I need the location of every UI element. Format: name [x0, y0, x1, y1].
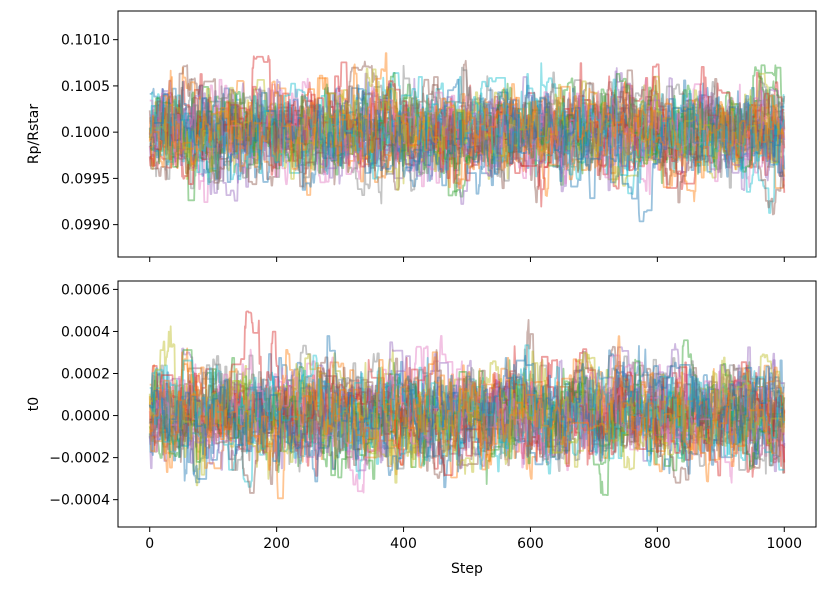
- walker-trace-line: [148, 325, 786, 484]
- walker-trace-line: [149, 85, 785, 200]
- walker-trace-line: [149, 360, 786, 485]
- walker-trace-line: [149, 81, 785, 223]
- y-tick-label: 0.0990: [61, 218, 110, 234]
- walker-trace-line: [148, 78, 785, 185]
- walker-trace-line: [148, 341, 786, 473]
- walker-trace-line: [149, 356, 786, 478]
- x-axis-label: Step: [451, 561, 483, 577]
- walker-traces: [148, 52, 786, 223]
- walker-trace-line: [149, 310, 786, 477]
- y-axis-label: t0: [26, 397, 42, 411]
- walker-trace-line: [148, 345, 785, 484]
- walker-trace-line: [149, 71, 785, 197]
- walker-trace-line: [149, 52, 785, 203]
- walker-trace-line: [149, 335, 786, 483]
- walker-trace-line: [148, 357, 785, 497]
- walker-trace-line: [148, 66, 786, 197]
- walker-trace-line: [148, 64, 785, 198]
- walker-trace-line: [148, 74, 786, 196]
- walker-trace-line: [149, 61, 785, 190]
- walker-trace-line: [148, 359, 785, 480]
- walker-trace-line: [148, 60, 785, 204]
- walker-trace-line: [149, 346, 785, 472]
- walker-trace-line: [148, 70, 785, 205]
- walker-trace-line: [149, 78, 785, 183]
- walker-trace-line: [149, 353, 785, 489]
- walker-trace-line: [148, 84, 785, 181]
- y-tick-label: 0.1010: [61, 33, 110, 49]
- y-tick-label: 0.0995: [61, 171, 110, 187]
- walker-trace-line: [148, 349, 786, 476]
- t0-panel: 0 200 400 600 800 1000 −0.0004 −0.0002 0.0000 0.0…: [26, 280, 817, 577]
- walker-trace-line: [149, 79, 786, 195]
- walker-traces: [148, 310, 786, 500]
- y-tick-label: −0.0002: [49, 451, 110, 467]
- walker-trace-line: [149, 339, 785, 480]
- walker-trace-line: [149, 73, 785, 181]
- walker-trace-line: [149, 59, 786, 190]
- walker-trace-line: [149, 77, 785, 196]
- x-tick-label: 200: [263, 536, 290, 552]
- y-tick-label: 0.0004: [61, 324, 110, 340]
- walker-trace-line: [149, 330, 786, 477]
- walker-trace-line: [148, 344, 786, 475]
- walker-trace-line: [148, 351, 785, 500]
- walker-trace-line: [149, 352, 785, 473]
- walker-trace-line: [149, 64, 785, 216]
- walker-trace-line: [149, 76, 785, 195]
- walker-trace-line: [149, 64, 786, 205]
- walker-trace-line: [149, 367, 785, 494]
- rp-rstar-panel: 0.0990 0.0995 0.1000 0.1005 0.1010 Rp/Rstar: [26, 10, 817, 262]
- y-tick-label: −0.0004: [49, 493, 110, 509]
- walker-trace-line: [149, 347, 786, 470]
- walker-trace-line: [149, 78, 785, 184]
- walker-trace-line: [149, 344, 785, 475]
- walker-trace-line: [148, 319, 786, 474]
- x-tick-label: 400: [390, 536, 417, 552]
- walker-trace-line: [148, 63, 786, 193]
- walker-trace-line: [149, 67, 786, 202]
- y-tick-label: 0.1005: [61, 79, 110, 95]
- x-tick-label: 1000: [766, 536, 802, 552]
- walker-trace-line: [149, 335, 785, 472]
- walker-trace-line: [149, 364, 785, 480]
- walker-trace-line: [149, 54, 786, 208]
- walker-trace-line: [148, 62, 785, 214]
- x-tick-label: 0: [145, 536, 154, 552]
- walker-trace-line: [149, 78, 785, 203]
- y-tick-label: 0.1000: [61, 125, 110, 141]
- y-tick-label: 0.0000: [61, 409, 110, 425]
- walker-trace-line: [149, 349, 786, 494]
- walker-trace-line: [149, 364, 785, 488]
- x-tick-label: 600: [517, 536, 544, 552]
- walker-trace-line: [149, 71, 785, 202]
- x-tick-label: 800: [644, 536, 671, 552]
- walker-trace-line: [149, 67, 785, 187]
- y-axis-label: Rp/Rstar: [26, 104, 42, 164]
- walker-trace-line: [149, 348, 785, 472]
- y-tick-label: 0.0002: [61, 367, 110, 383]
- walker-trace-line: [149, 361, 786, 480]
- plot-frame: [117, 10, 817, 258]
- walker-trace-line: [149, 344, 786, 475]
- walker-trace-line: [149, 66, 785, 190]
- walker-trace-line: [148, 350, 785, 487]
- walker-trace-line: [149, 66, 785, 179]
- walker-trace-line: [149, 72, 785, 191]
- walker-trace-line: [148, 335, 786, 483]
- y-tick-label: 0.0006: [61, 282, 110, 298]
- walker-trace-line: [149, 347, 785, 479]
- walker-trace-line: [149, 80, 785, 189]
- plot-frame: [117, 280, 817, 528]
- walker-trace-line: [149, 358, 785, 479]
